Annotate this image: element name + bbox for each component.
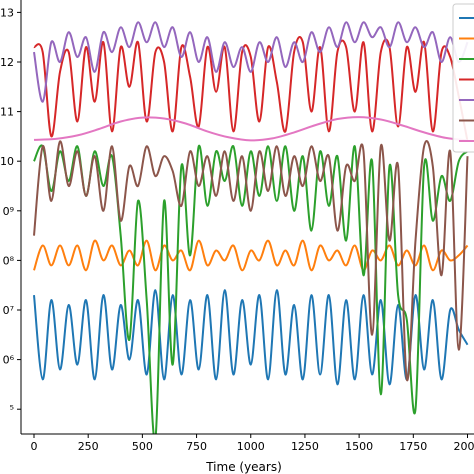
x-axis-title: Time (years)	[205, 460, 282, 474]
legend-box	[452, 3, 474, 153]
x-tick-label: 500	[132, 440, 153, 453]
x-tick-label: 1000	[237, 440, 265, 453]
series-layer	[33, 21, 469, 434]
series-line-4	[33, 36, 469, 142]
series-line-6	[33, 140, 469, 382]
x-tick-label: 1250	[291, 440, 319, 453]
y-tick-label: 11	[0, 106, 14, 119]
axes-layer: 0 250 500 750 1000 1250 1500 1750 2000 ⁵ 0⁶ 0⁷ 0⁸ 0⁹ 1…	[0, 0, 474, 453]
x-tick-label: 1500	[345, 440, 373, 453]
x-tick-label: 250	[78, 440, 99, 453]
legend	[452, 3, 474, 153]
x-tick-label: 1750	[399, 440, 427, 453]
series-line-1	[33, 289, 469, 386]
y-tick-label: ⁵	[10, 403, 14, 416]
series-line-5	[33, 21, 469, 103]
x-tick-label: 0	[31, 440, 38, 453]
y-tick-label: 12	[0, 56, 14, 69]
x-tick-label: 2000	[453, 440, 474, 453]
y-tick-label: 13	[0, 6, 14, 19]
y-tick-label: 0⁷	[3, 304, 14, 317]
series-line-7	[33, 116, 468, 142]
y-tick-label: 0⁶	[3, 354, 15, 367]
y-tick-label: 10	[0, 155, 14, 168]
x-tick-label: 750	[186, 440, 207, 453]
y-tick-label: 0⁸	[3, 254, 15, 267]
y-tick-label: 0⁹	[3, 205, 14, 218]
